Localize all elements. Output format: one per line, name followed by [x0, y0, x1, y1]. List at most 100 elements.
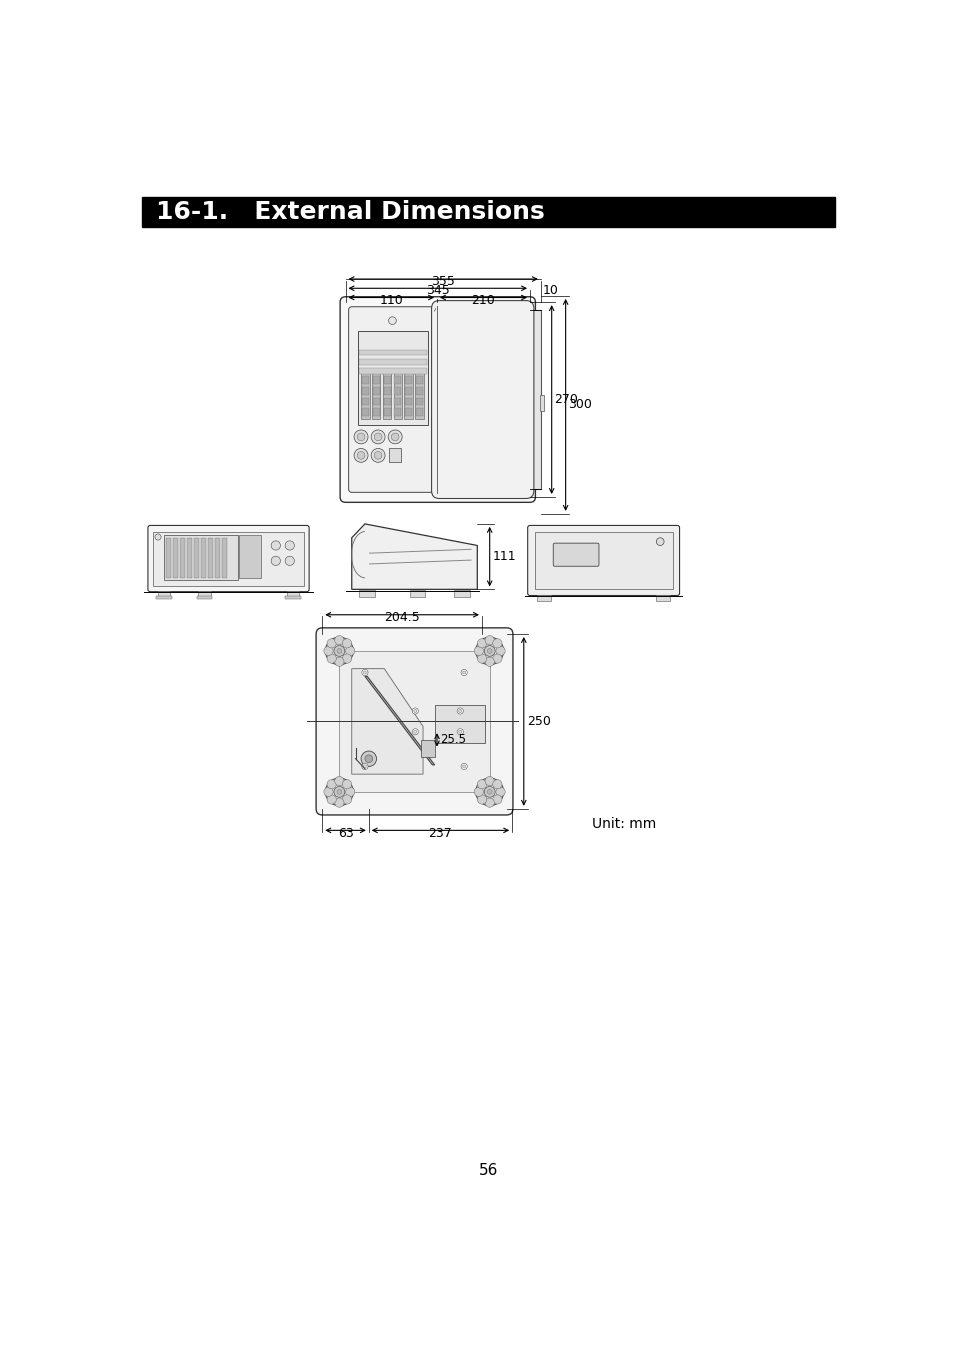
Bar	[383, 387, 390, 394]
Circle shape	[456, 729, 463, 734]
Bar	[394, 377, 401, 383]
Bar	[405, 398, 412, 405]
Bar	[383, 377, 390, 383]
Circle shape	[154, 533, 161, 540]
Circle shape	[460, 670, 467, 675]
Circle shape	[484, 636, 494, 645]
Circle shape	[458, 710, 461, 713]
Text: 56: 56	[478, 1164, 498, 1179]
Bar	[394, 398, 401, 405]
Circle shape	[484, 657, 494, 667]
Circle shape	[356, 433, 365, 440]
Circle shape	[484, 787, 495, 798]
Circle shape	[456, 707, 463, 714]
Circle shape	[335, 636, 344, 645]
Circle shape	[460, 763, 467, 769]
Bar	[208, 537, 213, 578]
Bar	[539, 396, 543, 410]
Bar	[415, 369, 423, 420]
Bar	[405, 409, 412, 416]
Text: 355: 355	[431, 275, 455, 288]
Circle shape	[388, 317, 395, 324]
Text: 345: 345	[425, 285, 449, 297]
Bar	[373, 387, 379, 394]
Circle shape	[354, 429, 368, 444]
Bar	[166, 537, 171, 578]
Circle shape	[285, 541, 294, 549]
Bar	[405, 387, 412, 394]
Circle shape	[335, 776, 344, 786]
Bar	[383, 398, 390, 405]
Bar	[405, 377, 412, 383]
Bar	[361, 377, 369, 383]
FancyBboxPatch shape	[315, 628, 513, 815]
Bar	[656, 595, 670, 601]
Bar	[156, 597, 172, 598]
Circle shape	[496, 787, 505, 796]
Bar	[529, 310, 540, 489]
Bar	[285, 597, 300, 598]
Bar	[221, 537, 227, 578]
Circle shape	[323, 647, 333, 656]
Circle shape	[323, 787, 333, 796]
Bar	[357, 331, 428, 425]
FancyBboxPatch shape	[148, 525, 309, 591]
Bar	[200, 537, 206, 578]
Circle shape	[371, 448, 385, 462]
Bar	[416, 387, 422, 394]
Circle shape	[325, 637, 353, 664]
Text: 111: 111	[493, 551, 516, 563]
Bar	[142, 197, 835, 227]
Bar	[153, 532, 303, 586]
Bar	[373, 377, 379, 383]
Circle shape	[345, 647, 355, 656]
Circle shape	[354, 448, 368, 462]
Circle shape	[361, 670, 368, 675]
Circle shape	[342, 653, 352, 663]
Circle shape	[476, 779, 486, 788]
Text: 210: 210	[471, 294, 495, 308]
Circle shape	[492, 653, 501, 663]
FancyBboxPatch shape	[553, 543, 598, 566]
FancyBboxPatch shape	[348, 306, 436, 493]
Circle shape	[374, 433, 381, 440]
Circle shape	[363, 765, 366, 768]
Bar	[373, 398, 379, 405]
Bar	[360, 369, 369, 420]
Circle shape	[492, 795, 501, 805]
Text: 270: 270	[554, 393, 578, 406]
Circle shape	[327, 779, 336, 788]
Bar	[193, 537, 199, 578]
Circle shape	[356, 451, 365, 459]
Circle shape	[334, 787, 344, 798]
Circle shape	[336, 790, 341, 794]
Circle shape	[476, 653, 486, 663]
Circle shape	[334, 645, 344, 656]
Circle shape	[335, 657, 344, 667]
Bar	[416, 377, 422, 383]
Bar	[179, 537, 185, 578]
Polygon shape	[352, 668, 422, 774]
Circle shape	[342, 639, 352, 648]
Polygon shape	[365, 676, 435, 765]
Bar	[361, 387, 369, 394]
Circle shape	[327, 795, 336, 805]
Bar	[404, 369, 413, 420]
Circle shape	[360, 751, 376, 767]
Circle shape	[492, 639, 501, 648]
Bar	[537, 595, 550, 601]
Bar	[534, 532, 672, 589]
Text: 16-1.   External Dimensions: 16-1. External Dimensions	[156, 200, 544, 224]
Circle shape	[391, 433, 398, 440]
Bar	[382, 369, 391, 420]
Circle shape	[476, 637, 503, 664]
Circle shape	[414, 710, 416, 713]
Circle shape	[345, 787, 355, 796]
Bar	[339, 651, 489, 792]
Bar	[214, 537, 220, 578]
Circle shape	[335, 798, 344, 807]
Circle shape	[412, 707, 418, 714]
Circle shape	[496, 647, 505, 656]
Circle shape	[327, 653, 336, 663]
Circle shape	[474, 647, 483, 656]
